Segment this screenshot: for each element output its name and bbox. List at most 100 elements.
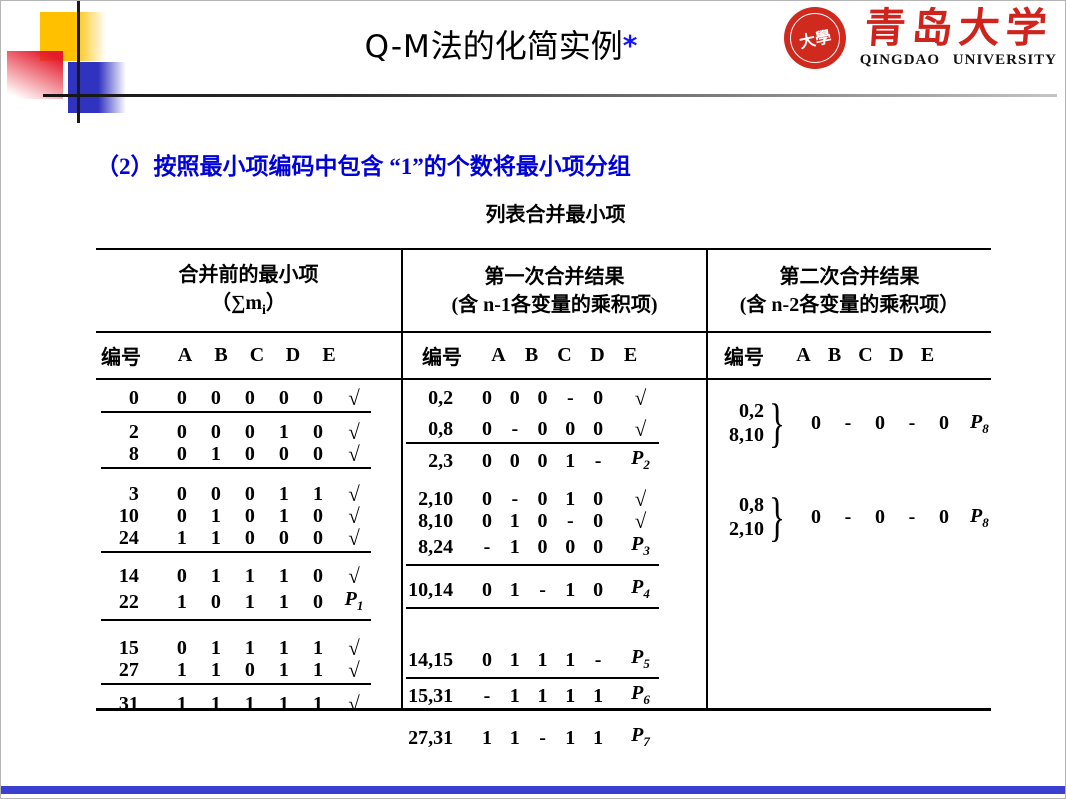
minterm-id: 10 [118,505,139,527]
bit-cell: 0 [244,505,255,527]
bit-cell: 1 [210,565,221,587]
merge-brace: } [768,393,786,453]
bit-cell: - [908,411,916,434]
pi-letter: P [631,576,644,598]
minterm-group: 0 0 0 0 0 0 √ [101,387,371,413]
table-row: 2,10 0-0 1 0 √ [406,488,659,510]
check-mark: √ [348,482,360,506]
prime-implicant-label: P8 [970,503,989,531]
column2-header: 第一次合并结果 (含 n-1各变量的乘积项) [403,250,706,333]
check-mark: √ [634,487,647,511]
bit-cell: 0 [565,536,576,558]
bit-cell: - [511,418,519,440]
check-mark: √ [348,442,360,466]
pi-wrapper: P6 [631,682,650,707]
bit-cell: 0 [537,536,548,558]
prime-implicant-label: P1 [337,587,371,617]
var-label: E [322,344,336,366]
minterm-id: 15,31 [408,685,454,707]
bit-cell: 0 [565,418,576,440]
table-caption: 列表合并最小项 [485,204,626,226]
university-name-english: QINGDAO UNIVERSITY [859,51,1057,68]
table-row: 10,14 0 1-1 0 P4 [406,575,659,605]
pi-letter: P [631,646,644,668]
bit-cell: 0 [875,505,885,528]
bit-cell: - [483,536,491,558]
bit-cell: 0 [176,443,187,465]
bit-cell: 0 [278,527,289,549]
bit-cell: 1 [565,727,576,749]
bit-cell: 1 [509,727,520,749]
university-name-chinese: 青岛大学 [862,5,1055,52]
bit-cell: 1 [176,591,187,613]
bit-cell: 1 [593,727,604,749]
logo-text: 青岛大学 QINGDAO UNIVERSITY [859,5,1057,68]
bit-cell: 1 [244,637,255,659]
check-mark: √ [348,526,360,550]
var-label: E [920,344,935,366]
minterm-id: 14 [118,565,139,587]
bit-cell: 1 [244,591,255,613]
bit-cell: 0 [176,637,187,659]
bit-cell: 1 [210,637,221,659]
table-row: 15,31-1 1 1 1 P6 [406,681,659,711]
pi-wrapper: P4 [631,576,650,601]
pi-letter: P [344,588,357,610]
bit-cell: 0 [537,387,548,409]
var-label: C [557,344,572,366]
bit-cell: 0 [244,421,255,443]
minterm-id: 14,15 [408,649,454,671]
pi-subscript: 2 [643,457,650,472]
footer-bar [1,786,1065,794]
bit-cell: - [539,727,546,749]
bit-cell: 0 [244,527,255,549]
prime-implicant-label: P5 [622,645,659,675]
bit-cell: 0 [482,649,492,671]
bit-cell: 1 [210,659,221,681]
bit-cell: 0 [312,527,323,549]
bit-cell: 0 [176,505,187,527]
decor-red-square [7,51,63,99]
minterm-id: 27,31 [408,727,454,749]
bit-cell: 1 [278,591,289,613]
var-label: C [249,344,265,366]
pi-wrapper: P3 [631,533,650,558]
minterm-group: 2,3 0 0 0 1- P2 [406,446,659,476]
minterm-id: 0 [128,387,139,409]
column1-header-line2: （∑mi） [211,289,286,321]
bit-cell: - [566,387,574,409]
bit-cell: - [539,579,546,601]
minterm-group: 2 0 0 0 1 0 √ 8 0 1 0 0 0 √ [101,421,371,469]
var-label: A [177,344,193,366]
minterm-id: 0,2 [739,400,764,422]
bit-cell: 0 [210,483,221,505]
bit-cell: 0 [875,411,885,434]
bit-cell: 1 [509,536,520,558]
bit-cell: 0 [537,450,548,472]
prime-implicant-label: P4 [622,575,659,605]
title-chinese: 法的化简实例 [430,28,623,64]
table-row: 10 0 1 0 1 0 √ [101,505,371,527]
bit-cell: 1 [244,693,255,715]
decor-horizontal-line [43,94,1057,97]
bit-cell: 1 [509,579,520,601]
pi-letter: P [631,682,644,704]
minterm-group: 0,2 0 0 0-0 √ 0,8 0-0 0 0 √ [406,387,659,444]
table-row: 2 0 0 0 1 0 √ [101,421,371,443]
bit-cell: 0 [312,387,323,409]
column-first-merge-result: 第一次合并结果 (含 n-1各变量的乘积项) 编号 A B C D E 0,2 0 0 0-0 √… [401,250,706,749]
bit-cell: 0 [278,387,289,409]
pi-subscript: 8 [982,421,989,436]
pi-letter: P [970,505,983,527]
table-row: 0,8 0-0 0 0 √ [406,418,659,440]
pi-wrapper: P5 [631,646,650,671]
bit-cell: 0 [210,591,221,613]
bit-cell: 0 [244,659,255,681]
minterm-id: 15 [118,637,139,659]
column3-header: 第二次合并结果 (含 n-2各变量的乘积项） [708,250,991,333]
pi-subscript: 3 [643,543,650,558]
pi-subscript: 8 [982,515,989,530]
id-column-label: 编号 [101,347,141,369]
pi-wrapper: P1 [344,588,364,613]
page-title: Q-M法的化简实例* [1,21,1001,67]
